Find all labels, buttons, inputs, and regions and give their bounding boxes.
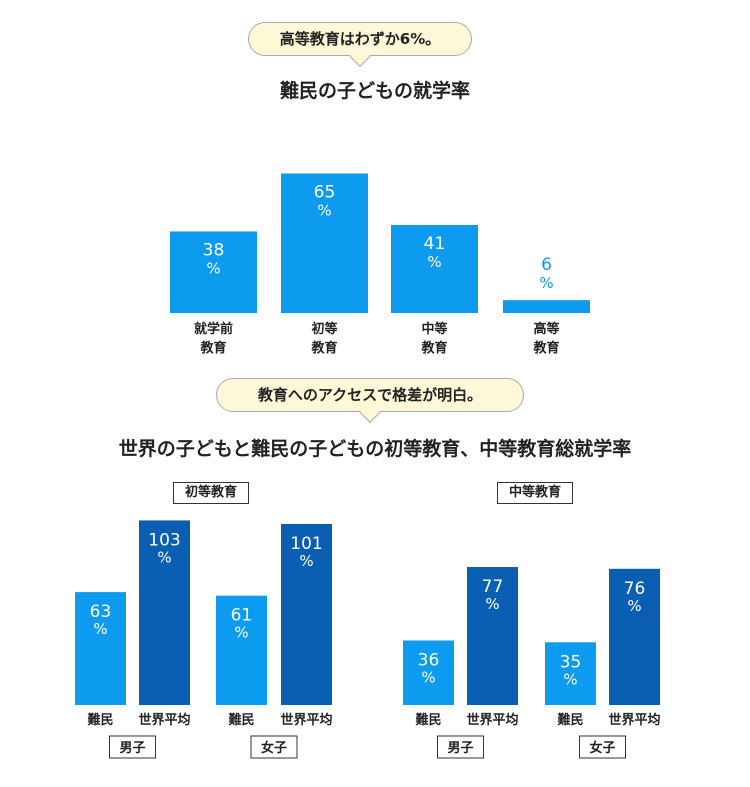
bar: [391, 225, 478, 313]
group-label: 女子: [589, 740, 615, 756]
callout-tail: [359, 401, 381, 424]
group-label-box: [109, 735, 156, 759]
bar-value-label: 65: [314, 182, 336, 202]
series-label: 世界平均: [280, 712, 332, 728]
series-label: 世界平均: [608, 712, 660, 728]
series-label: 難民: [228, 712, 254, 728]
panel-label-primary: 初等教育: [173, 482, 249, 504]
bar-value-label: 101: [290, 534, 322, 554]
category-label: 教育: [532, 340, 559, 356]
bar-unit-label: %: [157, 548, 171, 566]
bar: [467, 567, 518, 705]
bar: [216, 595, 267, 705]
bar: [403, 640, 454, 705]
callout-tail: [349, 45, 371, 68]
category-label: 高等: [533, 321, 559, 337]
bar-value-label: 35: [560, 652, 582, 672]
series-label: 世界平均: [466, 712, 518, 728]
bar-unit-label: %: [234, 624, 248, 642]
bar: [75, 592, 126, 705]
bar-value-label: 61: [231, 606, 253, 626]
bar-value-label: 63: [90, 602, 112, 622]
callout-text: 教育へのアクセスで格差が明白。: [257, 386, 483, 404]
bar-value-label: 103: [148, 530, 180, 550]
group-label-box: [579, 735, 626, 759]
bar: [281, 524, 332, 705]
category-label: 初等: [311, 321, 337, 337]
callout-higher-education: 高等教育はわずか6%。: [248, 22, 472, 68]
group-label: 男子: [447, 741, 473, 756]
panel-label-secondary: 中等教育: [497, 482, 573, 504]
bar-unit-label: %: [93, 620, 107, 638]
bar: [503, 300, 590, 313]
bar: [281, 173, 368, 313]
category-label: 教育: [420, 340, 447, 356]
bar-value-label: 76: [624, 579, 646, 599]
series-label: 難民: [415, 712, 441, 728]
bar-unit-label: %: [539, 274, 553, 292]
category-label: 中等: [421, 321, 447, 337]
group-label-box: [250, 735, 298, 759]
bar-unit-label: %: [206, 259, 220, 277]
bar-unit-label: %: [421, 668, 435, 686]
bar-value-label: 36: [418, 650, 440, 670]
bar: [139, 520, 190, 705]
bar-unit-label: %: [299, 552, 313, 570]
bar-value-label: 6: [541, 255, 552, 275]
group-label: 女子: [261, 740, 287, 756]
bar-unit-label: %: [563, 670, 577, 688]
bar-value-label: 77: [482, 577, 504, 597]
category-label: 教育: [199, 340, 226, 356]
bar-unit-label: %: [427, 253, 441, 271]
chart1-title: 難民の子どもの就学率: [279, 80, 470, 102]
series-label: 世界平均: [138, 712, 190, 728]
bar-unit-label: %: [317, 201, 331, 219]
bar-value-label: 38: [203, 240, 225, 260]
bar-unit-label: %: [627, 597, 641, 615]
bar: [545, 642, 596, 705]
group-label: 男子: [119, 741, 145, 756]
series-label: 難民: [557, 712, 583, 728]
bar: [170, 231, 257, 313]
bar-unit-label: %: [485, 595, 499, 613]
callout-text: 高等教育はわずか6%。: [279, 30, 441, 48]
category-label: 教育: [310, 340, 337, 356]
callout-access-gap: 教育へのアクセスで格差が明白。: [216, 378, 524, 424]
bar-value-label: 41: [424, 234, 446, 254]
bar: [609, 568, 660, 705]
category-label: 就学前: [194, 321, 233, 337]
chart2-title: 世界の子どもと難民の子どもの初等教育、中等教育総就学率: [118, 438, 632, 460]
series-label: 難民: [87, 712, 113, 728]
group-label-box: [437, 735, 484, 759]
